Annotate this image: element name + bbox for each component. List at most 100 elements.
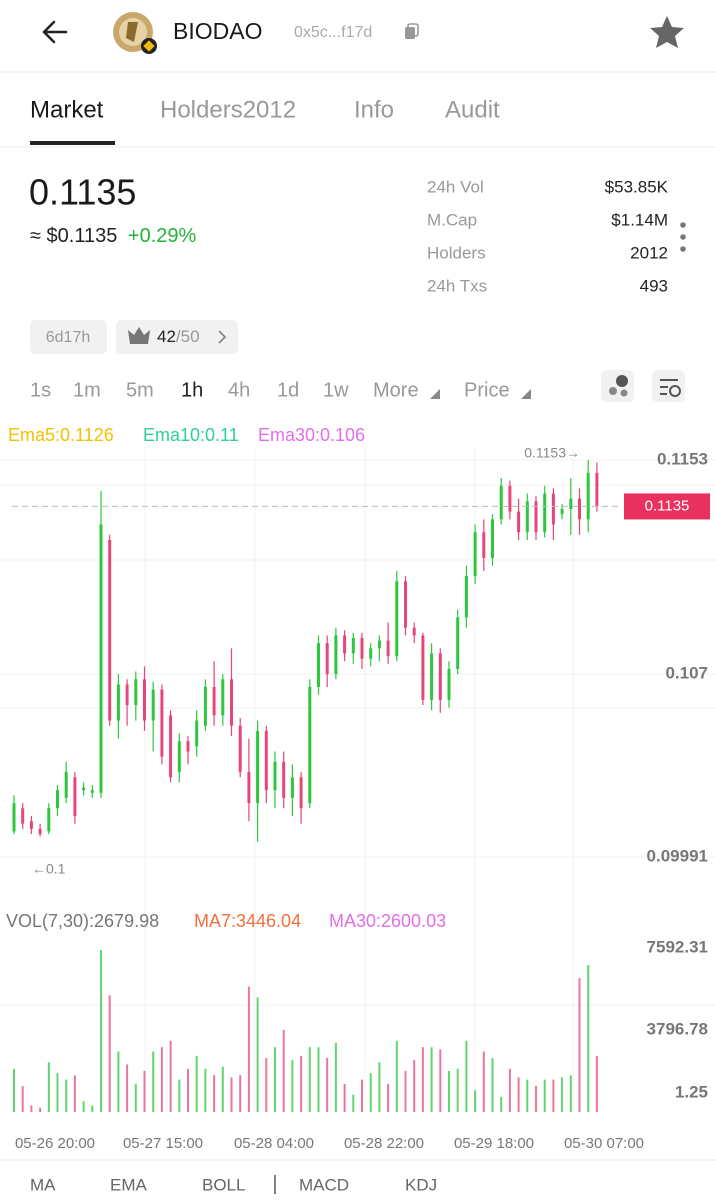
volume-bar xyxy=(274,1047,276,1112)
volume-bar xyxy=(300,1055,303,1112)
volume-bar xyxy=(474,1090,477,1112)
high-annotation: 0.1153→ xyxy=(524,445,580,461)
token-address: 0x5c...f17d xyxy=(294,24,372,41)
interval[interactable]: More xyxy=(373,379,419,401)
volume-bar xyxy=(413,1060,416,1112)
tab[interactable]: Info xyxy=(354,96,394,123)
x-tick-label: 05-26 20:00 xyxy=(15,1135,95,1152)
volume-bar xyxy=(265,1057,268,1112)
volume-bar xyxy=(247,986,250,1112)
volume-bar xyxy=(491,1057,494,1112)
candle-body xyxy=(438,653,442,700)
stat-value: 493 xyxy=(640,276,668,295)
candle-body xyxy=(212,687,216,716)
candle-body xyxy=(203,687,207,726)
dropdown-arrow xyxy=(430,389,440,399)
volume-tick-label: 1.25 xyxy=(675,1082,708,1101)
candle-body xyxy=(186,741,190,752)
favorite-star[interactable] xyxy=(650,16,684,48)
candle-body xyxy=(369,648,373,659)
candle-body xyxy=(99,524,103,793)
candle-body xyxy=(108,539,112,721)
settings-button[interactable] xyxy=(652,370,685,402)
candle-body xyxy=(386,640,390,657)
volume-bar xyxy=(56,1073,59,1112)
interval[interactable]: 1m xyxy=(73,379,101,401)
volume-bar xyxy=(378,1062,381,1112)
candle-body xyxy=(343,635,347,654)
price-change: +0.29% xyxy=(128,225,197,247)
interval[interactable]: 1s xyxy=(30,379,51,401)
volume-bar xyxy=(195,1055,198,1112)
volume-bar xyxy=(587,965,590,1112)
volume-bar xyxy=(47,1062,50,1112)
price-usd-line: ≈ $0.1135 +0.29% xyxy=(30,225,197,247)
volume-legend: VOL(7,30):2679.98 MA7:3446.04 MA30:2600.… xyxy=(6,911,446,931)
tab[interactable]: Holders2012 xyxy=(160,96,296,123)
volume-bar xyxy=(204,1068,207,1112)
vol: VOL(7,30):2679.98 xyxy=(6,911,159,931)
candle-body xyxy=(543,493,547,533)
volume-bar xyxy=(230,1077,233,1112)
indicator-tab[interactable]: MACD xyxy=(299,1175,349,1194)
candle-body xyxy=(160,689,164,757)
interval[interactable]: 4h xyxy=(228,379,250,401)
volume-bar xyxy=(308,1047,311,1112)
candle-body xyxy=(464,576,468,618)
volume-bar xyxy=(100,949,102,1112)
x-tick-label: 05-29 18:00 xyxy=(454,1135,534,1152)
volume-bar xyxy=(82,1101,85,1112)
volume-bar xyxy=(439,1049,442,1112)
volume-bar xyxy=(343,1083,346,1112)
volume-bar xyxy=(30,1105,33,1112)
indicator-tab[interactable]: MA xyxy=(30,1175,56,1194)
volume-bar xyxy=(543,1079,546,1112)
interval[interactable]: 1d xyxy=(277,379,299,401)
candle-body xyxy=(325,643,329,675)
candle-body xyxy=(177,741,181,773)
ema-legend: Ema5:0.1126 Ema10:0.11 Ema30:0.106 xyxy=(8,425,365,445)
interval[interactable]: 5m xyxy=(126,379,154,401)
copy-button[interactable] xyxy=(405,23,419,39)
chevron xyxy=(218,330,227,344)
tab[interactable]: Market xyxy=(30,96,104,123)
candle-body xyxy=(21,808,25,824)
last-price-tag xyxy=(624,493,710,520)
more-button[interactable] xyxy=(680,222,686,252)
stat-value: $53.85K xyxy=(605,177,669,196)
tab-underline xyxy=(30,141,115,145)
candle-body xyxy=(404,581,407,628)
candle-body xyxy=(351,637,355,654)
interval[interactable]: 1h xyxy=(181,379,203,401)
candle-body xyxy=(421,635,425,700)
indicator-button[interactable] xyxy=(601,370,634,402)
back-button[interactable] xyxy=(42,20,68,44)
volume-bar xyxy=(500,1096,503,1112)
candle-body xyxy=(116,684,120,721)
interval[interactable]: Price xyxy=(464,379,510,401)
candle-body xyxy=(290,777,294,798)
candle-body xyxy=(595,472,599,507)
volume-bar xyxy=(213,1075,216,1112)
volume-bar xyxy=(143,1070,146,1112)
volume-bar xyxy=(326,1057,329,1112)
candle-body xyxy=(273,761,277,791)
candle-body xyxy=(569,498,573,510)
crown-icon xyxy=(128,327,150,344)
indicator-tab[interactable]: EMA xyxy=(110,1175,148,1194)
indicator-tab[interactable]: KDJ xyxy=(405,1175,437,1194)
candle-body xyxy=(256,730,260,804)
price-usd: ≈ $0.1135 xyxy=(30,225,117,247)
interval[interactable]: 1w xyxy=(323,379,349,401)
volume-bar xyxy=(569,1075,572,1112)
indicator-tab[interactable]: BOLL xyxy=(202,1175,245,1194)
chip[interactable] xyxy=(116,320,238,354)
tab[interactable]: Audit xyxy=(445,96,500,123)
volume-bar xyxy=(39,1107,42,1112)
candle-body xyxy=(308,687,312,804)
volume-bar xyxy=(169,1040,172,1112)
candle-body xyxy=(73,777,77,816)
price: 0.1135 xyxy=(29,172,136,213)
candle-body xyxy=(230,679,233,726)
